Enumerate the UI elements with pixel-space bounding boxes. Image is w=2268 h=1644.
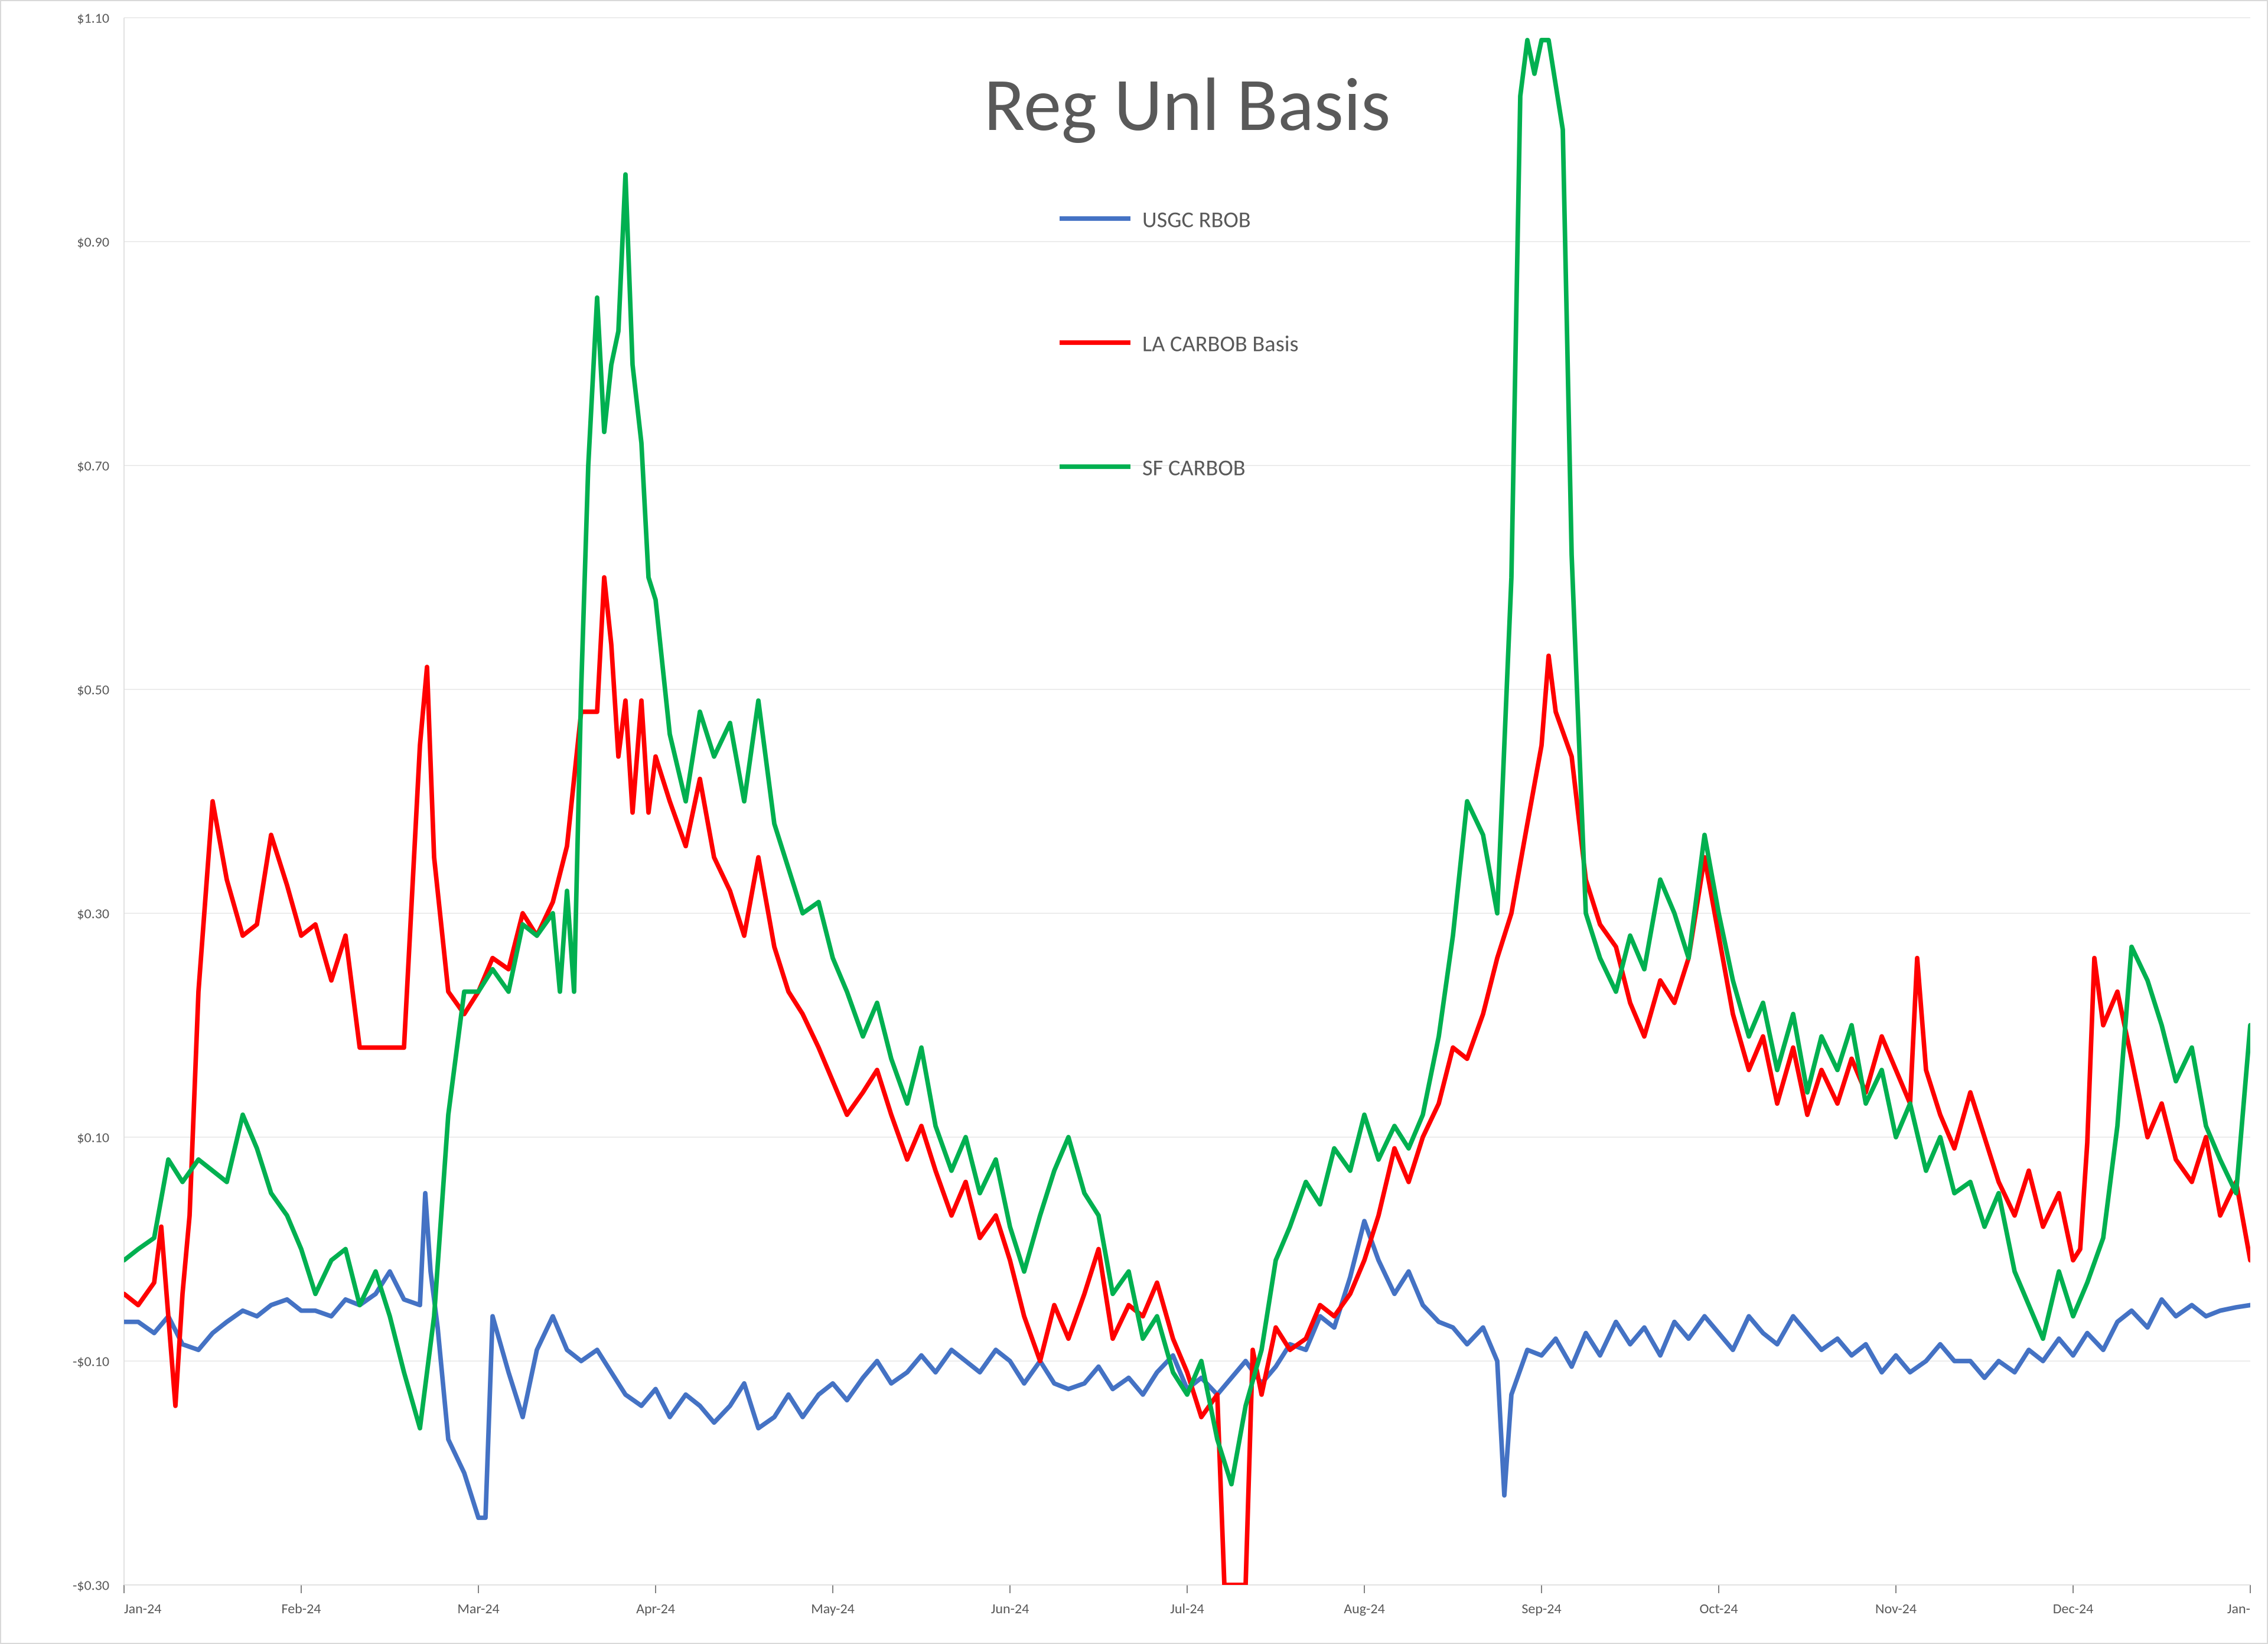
y-tick-label: $0.70	[77, 457, 109, 474]
legend-label: LA CARBOB Basis	[1142, 330, 1299, 357]
legend-label: USGC RBOB	[1142, 206, 1251, 233]
x-tick-label: Feb-24	[282, 1600, 321, 1617]
x-tick-label: Apr-24	[636, 1600, 675, 1617]
x-tick-label: May-24	[811, 1600, 855, 1617]
y-tick-label: $0.30	[77, 905, 109, 922]
y-tick-label: $0.10	[77, 1129, 109, 1146]
x-tick-label: Mar-24	[457, 1600, 499, 1617]
x-tick-label: Jun-24	[991, 1600, 1029, 1617]
x-tick-label: Jan-24	[124, 1600, 161, 1617]
x-tick-label: Sep-24	[1521, 1600, 1561, 1617]
x-tick-label: Jul-24	[1170, 1600, 1204, 1617]
y-tick-label: $1.10	[77, 9, 109, 27]
x-tick-label: Dec-24	[2053, 1600, 2094, 1617]
line-chart: -$0.30 -$0.10 $0.10 $0.30 $0.50 $0.70 $0.90 $1.…	[0, 0, 2268, 1644]
chart-container: -$0.30 -$0.10 $0.10 $0.30 $0.50 $0.70 $0.90 $1.…	[0, 0, 2268, 1644]
x-tick-label: Aug-24	[1344, 1600, 1384, 1617]
legend-label: SF CARBOB	[1142, 454, 1246, 481]
y-tick-label: -$0.10	[73, 1353, 109, 1370]
y-tick-label: $0.90	[77, 233, 109, 250]
y-tick-label: -$0.30	[73, 1577, 109, 1594]
y-tick-label: $0.50	[77, 681, 109, 698]
x-tick-label: Nov-24	[1875, 1600, 1917, 1617]
x-tick-label: Oct-24	[1699, 1600, 1738, 1617]
x-tick-label: Jan-	[2227, 1600, 2250, 1617]
chart-title: Reg Unl Basis	[984, 58, 1390, 151]
